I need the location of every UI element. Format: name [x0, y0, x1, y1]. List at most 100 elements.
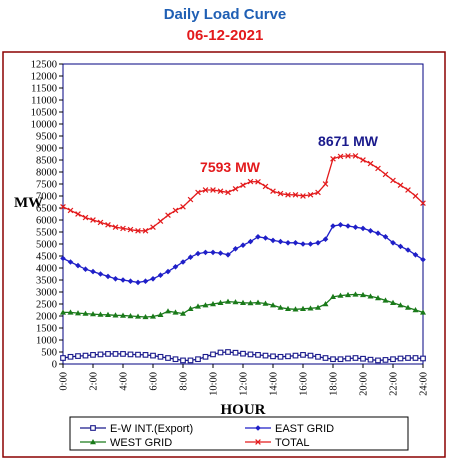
series-2-point — [225, 298, 231, 304]
series-2-point — [307, 305, 314, 311]
series-3-point — [240, 182, 246, 189]
series-0-point — [225, 349, 231, 355]
x-tick-label: 0:00 — [59, 372, 70, 391]
series-3-point — [195, 189, 201, 196]
series-3-point — [375, 165, 381, 172]
series-0-point — [135, 351, 141, 358]
series-1-point — [120, 277, 126, 283]
series-3-point — [127, 226, 134, 233]
series-1-point — [97, 271, 104, 277]
series-1-point — [232, 246, 239, 252]
series-1-point — [60, 255, 66, 262]
x-tick-label: 24:00 — [419, 372, 430, 396]
series-0-point — [262, 352, 269, 359]
series-1-point — [112, 276, 119, 282]
x-tick-label: 2:00 — [89, 372, 100, 391]
series-1-point — [367, 228, 374, 234]
series-1-point — [180, 259, 186, 265]
series-0-point — [157, 353, 164, 360]
series-2-point — [172, 309, 179, 315]
series-0-point — [82, 352, 89, 359]
y-tick-label: 5500 — [36, 228, 57, 239]
series-1-point — [210, 249, 216, 256]
series-3-point — [285, 191, 291, 198]
series-0-point — [420, 355, 426, 362]
series-2-point — [120, 312, 126, 318]
series-0-point — [67, 353, 74, 360]
series-1-point — [150, 276, 156, 282]
series-1-point — [142, 278, 149, 284]
legend-marker — [90, 425, 96, 431]
series-3-point — [337, 153, 344, 160]
chart-date: 06-12-2021 — [186, 27, 264, 44]
x-tick-label: 10:00 — [209, 372, 220, 396]
series-0-point — [337, 356, 344, 363]
x-tick-label: 8:00 — [179, 372, 190, 391]
series-2-point — [255, 299, 261, 305]
series-3-point — [112, 224, 119, 231]
series-1-point — [307, 241, 314, 247]
series-3-point — [315, 189, 321, 196]
series-3-point — [60, 203, 66, 210]
series-1-point — [352, 224, 359, 230]
series-3-point — [187, 196, 194, 203]
series-0-point — [345, 355, 351, 362]
series-2-point — [322, 301, 329, 307]
chart-frame — [2, 51, 446, 458]
y-tick-label: 4500 — [36, 252, 57, 263]
series-1-point — [82, 266, 89, 272]
series-1-point — [165, 268, 171, 275]
series-3-point — [157, 218, 164, 225]
series-3-point — [322, 181, 329, 187]
series-3-point — [397, 182, 404, 189]
y-tick-label: 8500 — [36, 156, 57, 167]
series-3-point — [262, 183, 269, 190]
series-2-point — [270, 302, 276, 308]
series-3-point — [217, 188, 224, 195]
x-tick-label: 16:00 — [299, 372, 310, 396]
series-1-point — [67, 259, 74, 265]
series-3-point — [120, 225, 126, 232]
series-0-point — [217, 349, 224, 356]
series-1-point — [135, 279, 141, 286]
series-2-point — [195, 303, 201, 309]
series-1-point — [172, 264, 179, 270]
series-3-point — [360, 157, 366, 163]
series-1-point — [247, 238, 254, 245]
y-tick-label: 4000 — [36, 264, 57, 275]
series-3-point — [180, 203, 186, 210]
series-3-point — [90, 217, 96, 223]
series-0-point — [187, 357, 194, 364]
y-tick-label: 2500 — [36, 300, 57, 311]
series-2-point — [315, 304, 321, 310]
series-1-point — [285, 240, 291, 246]
y-tick-label: 9500 — [36, 132, 57, 143]
series-3-point — [352, 153, 359, 159]
series-3-point — [135, 227, 141, 234]
y-tick-label: 3500 — [36, 276, 57, 287]
series-1-point — [277, 238, 284, 245]
series-0-point — [180, 357, 186, 364]
series-0-point — [315, 353, 321, 360]
series-1-point — [225, 252, 231, 258]
series-0-point — [60, 355, 66, 361]
series-0-point — [150, 352, 156, 359]
series-2-point — [337, 292, 344, 298]
series-2-point — [375, 295, 381, 301]
x-tick-label: 6:00 — [149, 372, 160, 391]
series-1-point — [345, 223, 351, 229]
series-0-point — [120, 351, 126, 357]
x-tick-label: 14:00 — [269, 372, 280, 396]
x-tick-label: 22:00 — [389, 372, 400, 396]
x-tick-label: 20:00 — [359, 372, 370, 396]
y-tick-label: 3000 — [36, 288, 57, 299]
legend-label: EAST GRID — [275, 423, 334, 435]
x-tick-label: 18:00 — [329, 372, 340, 396]
series-2-point — [165, 308, 171, 314]
series-3-point — [307, 191, 314, 198]
series-1-point — [90, 268, 96, 275]
y-tick-label: 0 — [52, 360, 57, 371]
series-0-point — [97, 351, 104, 358]
y-tick-label: 11000 — [31, 96, 57, 107]
legend-marker — [255, 439, 261, 445]
